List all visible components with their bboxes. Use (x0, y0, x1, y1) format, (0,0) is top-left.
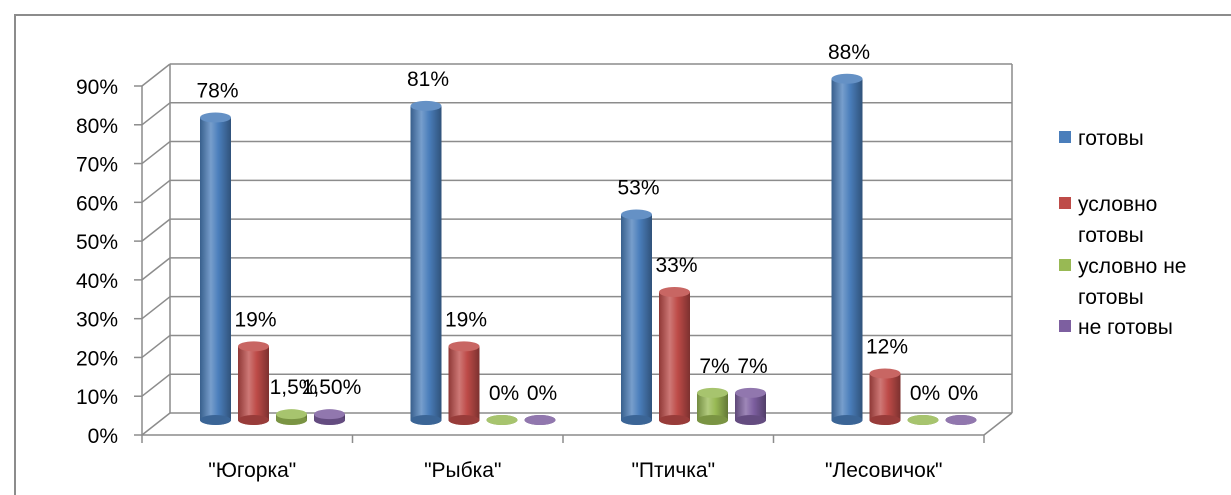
bar (831, 78, 863, 425)
legend: готовы условно готовы условно не готовы не го… (1059, 127, 1186, 339)
data-label: 0% (948, 382, 978, 405)
x-tick-label: "Рыбка" (424, 459, 501, 482)
bar-base (659, 415, 690, 425)
y-tick-label: 90% (76, 76, 118, 99)
gridline-depth (141, 179, 171, 203)
bar-top (831, 73, 863, 84)
bar-top (945, 415, 977, 425)
legend-swatch (1059, 197, 1071, 209)
gridline-depth (141, 296, 171, 320)
data-label: 7% (737, 355, 767, 378)
legend-label: не готовы (1078, 316, 1173, 339)
bar (238, 346, 269, 425)
bar-base (831, 415, 863, 425)
data-label: 1,5% (270, 376, 318, 399)
data-label: 53% (617, 176, 659, 199)
y-tick-label: 10% (76, 386, 118, 409)
bars-layer (200, 73, 977, 426)
bar-top (659, 287, 690, 298)
legend-swatch (1059, 131, 1071, 143)
bar-top (314, 409, 345, 420)
bar-top (524, 415, 556, 425)
bar (448, 346, 480, 425)
bar (200, 117, 231, 426)
bar-base (869, 415, 901, 425)
bar (410, 105, 442, 426)
bar-base (410, 415, 442, 425)
data-label: 0% (527, 382, 557, 405)
y-tick-label: 30% (76, 309, 118, 332)
gridline-depth (141, 218, 171, 242)
bar (659, 292, 690, 425)
gridline-depth (141, 140, 171, 165)
data-label: 88% (828, 41, 870, 64)
y-tick-label: 20% (76, 347, 118, 370)
data-label: 7% (699, 355, 729, 378)
gridline-depth (141, 412, 171, 436)
data-label: 33% (655, 254, 697, 277)
y-tick-label: 80% (76, 115, 118, 138)
bar (869, 373, 901, 425)
data-label: 81% (407, 68, 449, 91)
x-tick-label: "Птичка" (631, 459, 715, 482)
bar (621, 214, 652, 425)
gridline-depth (141, 102, 171, 126)
gridline-depth (141, 257, 171, 281)
bar-top (486, 415, 518, 425)
bar-top (869, 368, 901, 379)
bar-base (735, 415, 766, 425)
x-tick-label: "Югорка" (208, 459, 296, 482)
bar-top (621, 209, 652, 220)
x-tick-label: "Лесовичок" (825, 459, 942, 482)
bar-top (735, 387, 766, 398)
gridline-depth (141, 373, 171, 397)
data-label: 1,50% (302, 376, 362, 399)
bar-top (697, 387, 728, 398)
data-label: 0% (910, 382, 940, 405)
y-tick-label: 40% (76, 270, 118, 293)
data-label: 12% (866, 335, 908, 358)
legend-label: условно не (1078, 255, 1186, 278)
data-label: 19% (445, 308, 487, 331)
legend-swatch (1059, 259, 1071, 271)
legend-label: готовы (1078, 224, 1144, 247)
bar-base (697, 415, 728, 425)
bar-top (276, 409, 307, 420)
labels-layer: "Югорка" "Рыбка" "Птичка" "Лесовичок" 78% 81%… (196, 41, 978, 482)
bar-top (200, 112, 231, 123)
y-tick-label: 70% (76, 154, 118, 177)
bar-top (907, 415, 939, 425)
y-tick-label: 0% (88, 425, 118, 448)
bar-base (621, 415, 652, 425)
bar-top (448, 341, 480, 352)
legend-label: условно (1078, 193, 1157, 216)
gridline-depth (141, 334, 171, 359)
y-tick-label: 60% (76, 192, 118, 215)
gridline-depth (141, 63, 171, 87)
bar-top (410, 100, 442, 111)
floor-right-edge (983, 412, 1013, 436)
bar-top (238, 341, 269, 352)
data-label: 0% (489, 382, 519, 405)
bar-base (448, 415, 480, 425)
bar-base (238, 415, 269, 425)
bar-base (200, 415, 231, 425)
data-label: 78% (196, 80, 238, 103)
legend-label: готовы (1078, 127, 1144, 150)
legend-swatch (1059, 320, 1071, 332)
data-label: 19% (234, 308, 276, 331)
legend-label: готовы (1078, 286, 1144, 309)
y-tick-label: 50% (76, 231, 118, 254)
